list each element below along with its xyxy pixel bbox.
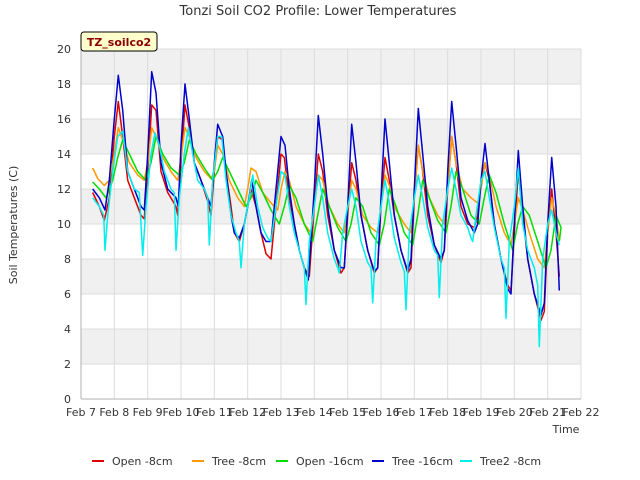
series-line-5 — [92, 127, 561, 348]
chart-title: Tonzi Soil CO2 Profile: Lower Temperatur… — [179, 4, 457, 19]
x-tick-label: Feb 17 — [396, 406, 433, 419]
y-tick-label: 6 — [64, 288, 71, 301]
x-tick-label: Feb 15 — [329, 406, 366, 419]
series-line-4 — [92, 71, 561, 316]
y-tick-label: 20 — [57, 43, 71, 56]
y-tick-label: 2 — [64, 358, 71, 371]
x-tick-label: Feb 18 — [429, 406, 466, 419]
x-tick-label: Feb 11 — [196, 406, 233, 419]
plot-band — [81, 119, 581, 154]
plot-band — [81, 49, 581, 84]
legend-label: Open -16cm — [296, 455, 364, 468]
y-tick-label: 0 — [64, 393, 71, 406]
x-tick-label: Feb 16 — [363, 406, 400, 419]
x-tick-label: Feb 14 — [296, 406, 333, 419]
site-label-box: TZ_soilco2 — [80, 31, 158, 52]
series-layer — [92, 71, 562, 348]
y-tick-label: 12 — [57, 183, 71, 196]
x-tick-label: Feb 8 — [99, 406, 129, 419]
x-tick-label: Feb 21 — [529, 406, 566, 419]
y-tick-label: 10 — [57, 218, 71, 231]
x-tick-label: Feb 22 — [563, 406, 600, 419]
y-axis-label: Soil Temperatures (C) — [7, 166, 20, 285]
x-tick-label: Feb 13 — [263, 406, 300, 419]
y-tick-label: 8 — [64, 253, 71, 266]
x-tick-label: Feb 10 — [163, 406, 200, 419]
x-tick-label: Feb 20 — [496, 406, 533, 419]
grid-lines — [80, 48, 582, 400]
x-tick-label: Feb 7 — [66, 406, 96, 419]
plot-band — [81, 189, 581, 224]
axes — [80, 49, 581, 400]
x-tick-label: Feb 9 — [133, 406, 163, 419]
legend: Open -8cm Tree -8cm Open -16cm Tree -16cm Tr… — [92, 455, 541, 468]
y-axis-ticks: 0 2 4 6 8 10 12 14 16 18 20 — [57, 43, 71, 406]
legend-label: Tree2 -8cm — [479, 455, 541, 468]
y-tick-label: 18 — [57, 78, 71, 91]
y-tick-label: 4 — [64, 323, 71, 336]
legend-label: Tree -16cm — [391, 455, 453, 468]
legend-label: Tree -8cm — [211, 455, 266, 468]
legend-label: Open -8cm — [112, 455, 173, 468]
x-tick-label: Feb 19 — [463, 406, 500, 419]
plot-band — [81, 259, 581, 294]
x-tick-label: Feb 12 — [229, 406, 266, 419]
y-tick-label: 16 — [57, 113, 71, 126]
plot-band — [81, 329, 581, 364]
x-axis-label: Time — [552, 423, 580, 436]
site-label-background — [80, 31, 158, 52]
y-tick-label: 14 — [57, 148, 71, 161]
site-label: TZ_soilco2 — [87, 36, 151, 49]
